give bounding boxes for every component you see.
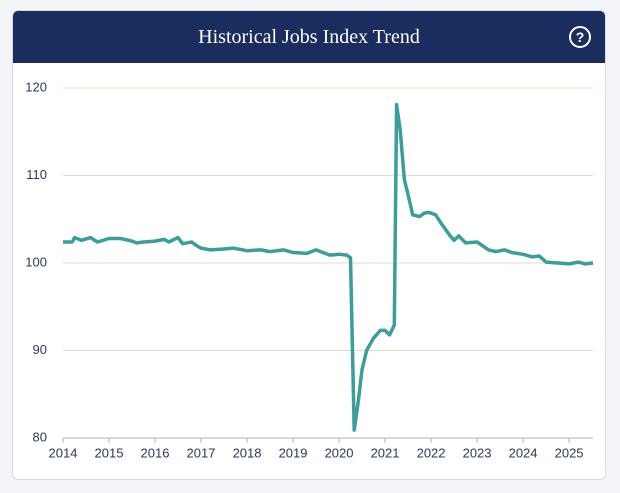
y-tick-label: 90 — [33, 342, 47, 357]
x-tick-label: 2020 — [325, 445, 354, 460]
x-tick-label: 2014 — [49, 445, 78, 460]
y-tick-label: 100 — [25, 254, 47, 269]
x-tick-label: 2023 — [463, 445, 492, 460]
x-tick-label: 2021 — [371, 445, 400, 460]
x-tick-label: 2019 — [279, 445, 308, 460]
x-tick-label: 2017 — [187, 445, 216, 460]
x-tick-label: 2022 — [417, 445, 446, 460]
help-button[interactable]: ? — [569, 26, 591, 48]
x-tick-label: 2024 — [509, 445, 538, 460]
y-tick-label: 80 — [33, 429, 47, 444]
x-tick-label: 2025 — [555, 445, 584, 460]
y-tick-label: 120 — [25, 79, 47, 94]
chart-title: Historical Jobs Index Trend — [198, 26, 420, 48]
x-tick-label: 2016 — [141, 445, 170, 460]
y-tick-label: 110 — [26, 167, 47, 182]
header: Historical Jobs Index Trend ? — [13, 11, 605, 63]
x-tick-label: 2015 — [95, 445, 124, 460]
x-tick-label: 2018 — [233, 445, 262, 460]
line-series — [63, 102, 594, 432]
